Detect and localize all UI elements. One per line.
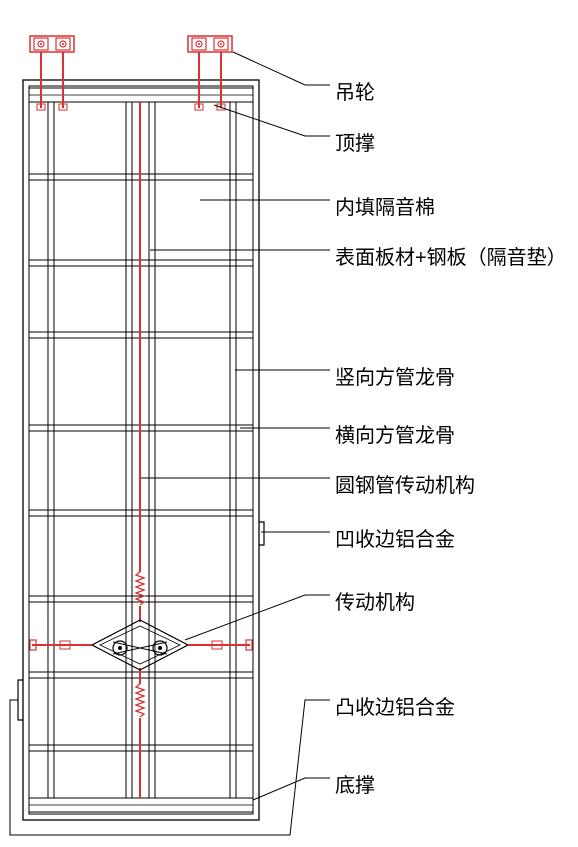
- bottom-brace-strip: [29, 798, 253, 812]
- label-convex-edge: 凸收边铝合金: [335, 691, 455, 720]
- vertical-keels: [48, 102, 236, 798]
- label-top-brace: 顶撑: [335, 127, 375, 156]
- round-pipe-rod: [136, 102, 144, 798]
- label-surface-board: 表面板材+钢板（隔音垫）: [335, 241, 567, 270]
- label-vertical-keel: 竖向方管龙骨: [335, 361, 455, 390]
- label-transmission: 传动机构: [335, 586, 415, 615]
- label-bottom-brace: 底撑: [335, 769, 375, 798]
- partition-wall-diagram: [0, 0, 578, 847]
- label-insulation: 内填隔音棉: [335, 191, 435, 220]
- label-hanger: 吊轮: [335, 76, 375, 105]
- label-horizontal-keel: 横向方管龙骨: [335, 419, 455, 448]
- label-round-pipe-mech: 圆钢管传动机构: [335, 469, 475, 498]
- hanger-right: [188, 36, 232, 110]
- leader-lines: [10, 52, 330, 835]
- hanger-left: [30, 36, 74, 110]
- label-concave-edge: 凹收边铝合金: [335, 523, 455, 552]
